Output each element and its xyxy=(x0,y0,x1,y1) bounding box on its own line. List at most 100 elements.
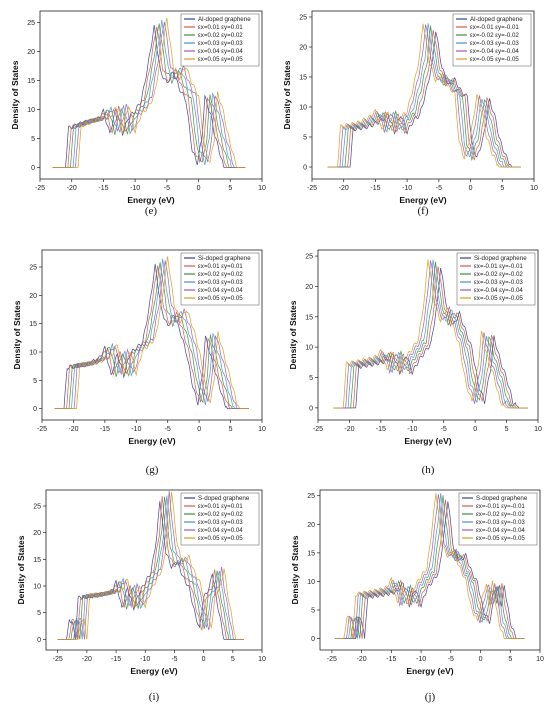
legend-entry: εx=0.01 εy=0.01 xyxy=(198,263,243,270)
x-axis-title: Energy (eV) xyxy=(130,666,177,676)
x-tick-label: -20 xyxy=(68,426,78,433)
legend-entry: εx=0.03 εy=0.03 xyxy=(198,279,243,286)
y-tick-label: 0 xyxy=(31,165,35,172)
y-tick-label: 20 xyxy=(299,45,307,52)
x-tick-label: 5 xyxy=(228,185,232,192)
legend-entry: εx=0.04 εy=0.04 xyxy=(198,527,243,534)
legend-entry: εx=-0.03 εy=-0.03 xyxy=(476,519,525,526)
legend-entry: Al-doped graphene xyxy=(198,16,251,23)
x-tick-label: 0 xyxy=(202,656,206,663)
y-tick-label: 10 xyxy=(307,579,315,586)
y-tick-label: 10 xyxy=(305,345,313,352)
legend-entry: εx=0.05 εy=0.05 xyxy=(198,56,243,63)
legend-entry: εx=0.02 εy=0.02 xyxy=(198,32,243,39)
y-tick-label: 5 xyxy=(311,608,315,615)
series-line-6 xyxy=(57,491,244,640)
legend-entry: εx=-0.04 εy=-0.04 xyxy=(476,527,525,534)
plot-frame xyxy=(319,489,541,651)
legend-entry: εx=-0.03 εy=-0.03 xyxy=(474,279,523,286)
plot-frame xyxy=(39,10,263,180)
y-tick-label: 25 xyxy=(33,504,41,511)
x-tick-label: 5 xyxy=(229,426,233,433)
y-axis-title: Density of States xyxy=(282,60,292,129)
legend-entry: Si-doped graphene xyxy=(198,255,251,262)
series-line-2 xyxy=(333,266,528,409)
legend-entry: εx=-0.01 εy=-0.01 xyxy=(470,24,519,31)
series-line-5 xyxy=(57,490,244,640)
legend-entry: εx=0.03 εy=0.03 xyxy=(198,40,243,47)
legend-entry: εx=-0.03 εy=-0.03 xyxy=(470,40,519,47)
y-tick-label: 25 xyxy=(307,493,315,500)
legend-box xyxy=(180,13,260,67)
x-tick-label: -20 xyxy=(339,185,349,192)
x-tick-label: -5 xyxy=(165,426,171,433)
plot-frame xyxy=(311,10,535,180)
legend-entry: εx=0.03 εy=0.03 xyxy=(198,519,243,526)
y-tick-label: 15 xyxy=(305,314,313,321)
x-axis-title: Energy (eV) xyxy=(399,195,446,205)
series-line-5 xyxy=(333,260,528,409)
legend-entry: εx=-0.04 εy=-0.04 xyxy=(474,287,523,294)
legend-box xyxy=(458,492,538,546)
x-axis-title: Energy (eV) xyxy=(127,195,174,205)
series-line-6 xyxy=(333,259,528,409)
x-tick-label: 10 xyxy=(258,185,266,192)
legend-entry: εx=-0.02 εy=-0.02 xyxy=(476,511,525,518)
legend-entry: εx=0.04 εy=0.04 xyxy=(198,287,243,294)
y-tick-label: 0 xyxy=(33,406,37,413)
x-axis-title: Energy (eV) xyxy=(406,666,453,676)
x-tick-label: 10 xyxy=(536,656,544,663)
x-tick-label: -5 xyxy=(436,185,442,192)
y-tick-label: 10 xyxy=(29,350,37,357)
y-tick-label: 20 xyxy=(33,530,41,537)
series-line-6 xyxy=(327,23,521,168)
y-tick-label: 20 xyxy=(305,284,313,291)
series-line-5 xyxy=(52,21,246,168)
y-tick-label: 5 xyxy=(303,135,307,142)
legend-entry: εx=-0.01 εy=-0.01 xyxy=(474,263,523,270)
x-tick-label: 5 xyxy=(500,185,504,192)
y-tick-label: 0 xyxy=(37,637,41,644)
x-tick-label: -25 xyxy=(313,426,323,433)
y-tick-label: 25 xyxy=(305,254,313,261)
panel-caption: (e) xyxy=(145,205,158,217)
x-tick-label: -10 xyxy=(131,426,141,433)
y-tick-label: 0 xyxy=(309,405,313,412)
x-tick-label: -15 xyxy=(370,185,380,192)
series-line-5 xyxy=(334,494,525,639)
x-tick-label: -25 xyxy=(307,185,317,192)
x-tick-label: -10 xyxy=(407,426,417,433)
legend-box xyxy=(180,492,260,546)
y-axis-title: Density of States xyxy=(290,535,300,604)
panel-caption: (f) xyxy=(418,205,429,217)
plot-frame xyxy=(317,249,539,421)
series-group xyxy=(334,493,525,639)
x-tick-label: -10 xyxy=(140,656,150,663)
y-axis-title: Density of States xyxy=(10,60,20,129)
legend-entry: εx=-0.01 εy=-0.01 xyxy=(476,503,525,510)
legend-entry: εx=0.02 εy=0.02 xyxy=(198,511,243,518)
y-tick-label: 15 xyxy=(33,557,41,564)
x-axis-title: Energy (eV) xyxy=(404,436,451,446)
x-tick-label: -5 xyxy=(171,656,177,663)
y-axis-title: Density of States xyxy=(12,300,22,369)
series-group xyxy=(327,23,521,168)
legend-entry: Al-doped graphene xyxy=(470,16,523,23)
y-tick-label: 5 xyxy=(37,610,41,617)
legend-entry: S-doped graphene xyxy=(198,495,250,502)
legend-entry: Si-doped graphene xyxy=(474,255,527,262)
legend-entry: εx=-0.05 εy=-0.05 xyxy=(474,295,523,302)
plot-frame xyxy=(41,249,263,421)
y-tick-label: 15 xyxy=(27,78,35,85)
panel-caption: (g) xyxy=(146,464,159,476)
y-tick-label: 15 xyxy=(29,321,37,328)
x-tick-label: -10 xyxy=(416,656,426,663)
y-tick-label: 20 xyxy=(307,522,315,529)
series-line-5 xyxy=(327,24,521,168)
x-tick-label: 0 xyxy=(479,656,483,663)
x-tick-label: -10 xyxy=(402,185,412,192)
